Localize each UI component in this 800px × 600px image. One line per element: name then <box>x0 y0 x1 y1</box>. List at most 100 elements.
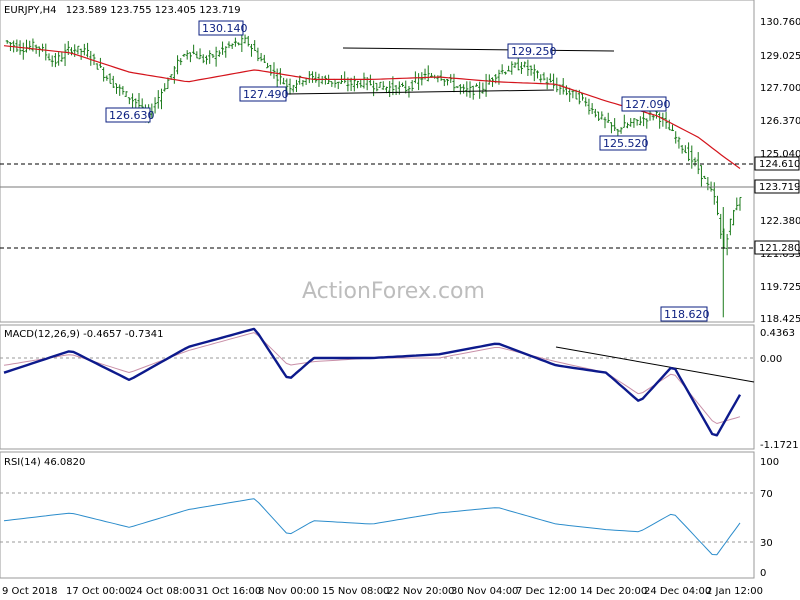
candle-bar <box>127 97 131 105</box>
candle-bar <box>725 233 729 256</box>
candle-bar <box>301 80 305 87</box>
symbol-name: EURJPY,H4 <box>4 5 57 16</box>
candle-bar <box>227 41 231 49</box>
candle-bar <box>121 85 125 95</box>
candle-bar <box>278 68 282 85</box>
candle-bar <box>687 142 691 162</box>
macd-tick: 0.00 <box>760 354 782 365</box>
macd-trend-line <box>555 346 755 383</box>
price-label-text: 130.140 <box>202 22 248 35</box>
candle-bar <box>211 54 215 58</box>
candle-bar <box>311 71 315 83</box>
rsi-tick: 100 <box>760 457 779 468</box>
candle-bar <box>21 42 25 60</box>
candle-bar <box>690 145 694 169</box>
candle-bar <box>680 144 684 154</box>
axis-marker-text: 124.610 <box>759 159 800 170</box>
candle-bar <box>172 66 176 84</box>
candle-bar <box>738 196 742 211</box>
candle-bar <box>44 43 48 61</box>
candle-bar <box>214 46 218 67</box>
x-tick: 24 Oct 08:00 <box>130 586 195 597</box>
candle-bar <box>552 73 556 89</box>
macd-tick: 0.4363 <box>760 328 795 339</box>
price-label-text: 127.490 <box>243 88 289 101</box>
candle-bar <box>571 90 575 99</box>
candle-bar <box>320 75 324 85</box>
rsi-line <box>3 498 741 556</box>
candle-bar <box>31 38 35 52</box>
candle-bar <box>182 53 186 57</box>
candle-bar <box>253 40 257 51</box>
candle-bar <box>481 82 485 94</box>
candle-bar <box>626 122 630 129</box>
watermark-text: ActionForex.com <box>302 279 485 304</box>
y-tick: 119.725 <box>760 282 800 293</box>
candle-bar <box>246 35 250 47</box>
candle-bar <box>266 62 270 69</box>
candle-bar <box>593 108 597 118</box>
candle-bar <box>584 97 588 107</box>
candle-bar <box>368 74 372 86</box>
candle-bar <box>507 65 511 72</box>
candle-bar <box>272 62 276 79</box>
candle-bar <box>356 80 360 89</box>
candle-bar <box>458 84 462 95</box>
candle-bar <box>474 83 478 87</box>
candle-bar <box>516 56 520 71</box>
candle-bar <box>275 68 279 89</box>
candle-bar <box>446 79 450 86</box>
candle-bar <box>388 81 392 98</box>
x-tick: 17 Oct 00:00 <box>66 586 131 597</box>
candle-bar <box>590 103 594 115</box>
candle-bar <box>442 78 446 87</box>
candle-bar <box>153 97 157 114</box>
candle-bar <box>282 77 286 85</box>
candle-bar <box>642 110 646 127</box>
candle-bar <box>256 47 260 62</box>
symbol-title: EURJPY,H4 123.589 123.755 123.405 123.71… <box>4 5 241 16</box>
range-bottom-line <box>286 89 555 95</box>
candle-bar <box>224 46 228 58</box>
candle-bar <box>233 37 237 47</box>
candle-bar <box>330 81 334 87</box>
candle-bar <box>426 65 430 82</box>
candle-bar <box>677 136 681 149</box>
candle-bar <box>60 51 64 62</box>
candle-bar <box>92 53 96 66</box>
candle-bar <box>285 78 289 95</box>
candle-bar <box>237 42 241 46</box>
candle-bar <box>564 85 568 96</box>
main-panel-frame <box>0 0 755 323</box>
price-label-130140: 130.140 <box>198 20 248 36</box>
candle-bar <box>131 93 135 109</box>
candle-bar <box>417 73 421 91</box>
candle-bar <box>587 98 591 115</box>
candle-bar <box>118 84 122 96</box>
candle-bar <box>195 51 199 59</box>
candle-bar <box>15 39 19 52</box>
candle-bar <box>603 116 607 129</box>
candle-bar <box>294 79 298 93</box>
range-top-line <box>342 47 615 52</box>
candle-bar <box>568 87 572 102</box>
candle-bar <box>635 119 639 126</box>
candle-bar <box>166 77 170 89</box>
candle-bar <box>420 72 424 86</box>
candle-bar <box>359 79 363 88</box>
candle-bar <box>50 55 54 67</box>
candle-bar <box>291 84 295 93</box>
candle-bar <box>262 54 266 64</box>
candle-bar <box>201 54 205 64</box>
candle-bar <box>259 52 263 62</box>
price-label-125520: 125.520 <box>599 135 649 151</box>
candle-bar <box>732 209 736 226</box>
candle-bar <box>539 74 543 83</box>
candle-bar <box>317 73 321 87</box>
x-tick: 22 Nov 20:00 <box>387 586 454 597</box>
candle-bar <box>124 91 128 97</box>
candle-bar <box>699 165 703 187</box>
candle-bar <box>536 70 540 79</box>
x-tick: 24 Dec 04:00 <box>644 586 711 597</box>
price-label-text: 126.630 <box>109 109 155 122</box>
